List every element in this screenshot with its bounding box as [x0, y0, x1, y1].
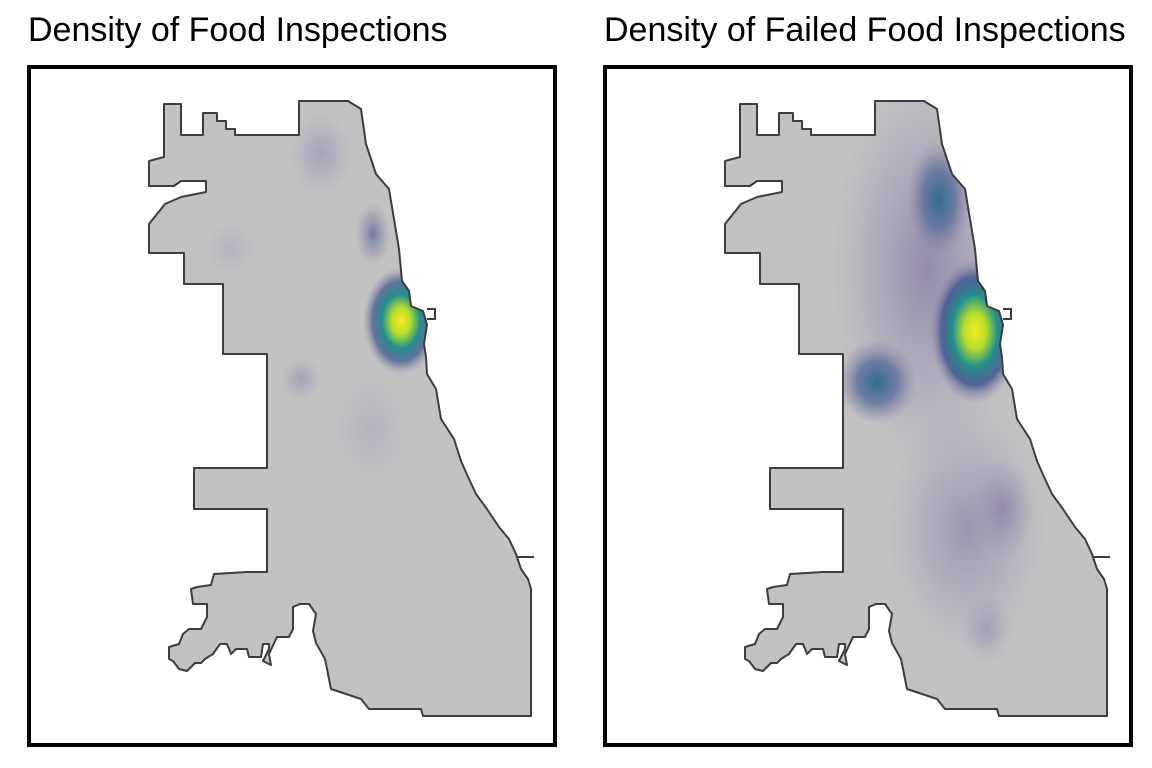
density-faint-patch: [281, 357, 321, 401]
city-boundary: [148, 100, 532, 717]
density-hotspot-downtown: [363, 267, 439, 375]
chicago-density-map: [724, 100, 1110, 717]
density-hotspot-south-side: [970, 459, 1034, 559]
panel-title-failed-inspections: Density of Failed Food Inspections: [604, 11, 1126, 49]
harbor-detail: [1003, 308, 1110, 558]
chicago-density-map: [148, 100, 534, 717]
density-faint-patch: [331, 369, 411, 489]
density-hotspot-north-side: [907, 141, 971, 257]
density-hotspot-west-side: [837, 340, 917, 424]
density-faint-patch: [206, 224, 256, 274]
density-faint-patch: [291, 114, 351, 194]
density-layer: [832, 101, 1047, 664]
density-faint-patch: [962, 594, 1012, 664]
panel-title-food-inspections: Density of Food Inspections: [28, 11, 448, 49]
map-panel-food-inspections: [27, 65, 557, 747]
harbor-detail: [427, 308, 534, 558]
city-boundary: [724, 100, 1108, 717]
map-panel-failed-inspections: [603, 65, 1133, 747]
density-hotspot-north-side: [355, 202, 391, 266]
